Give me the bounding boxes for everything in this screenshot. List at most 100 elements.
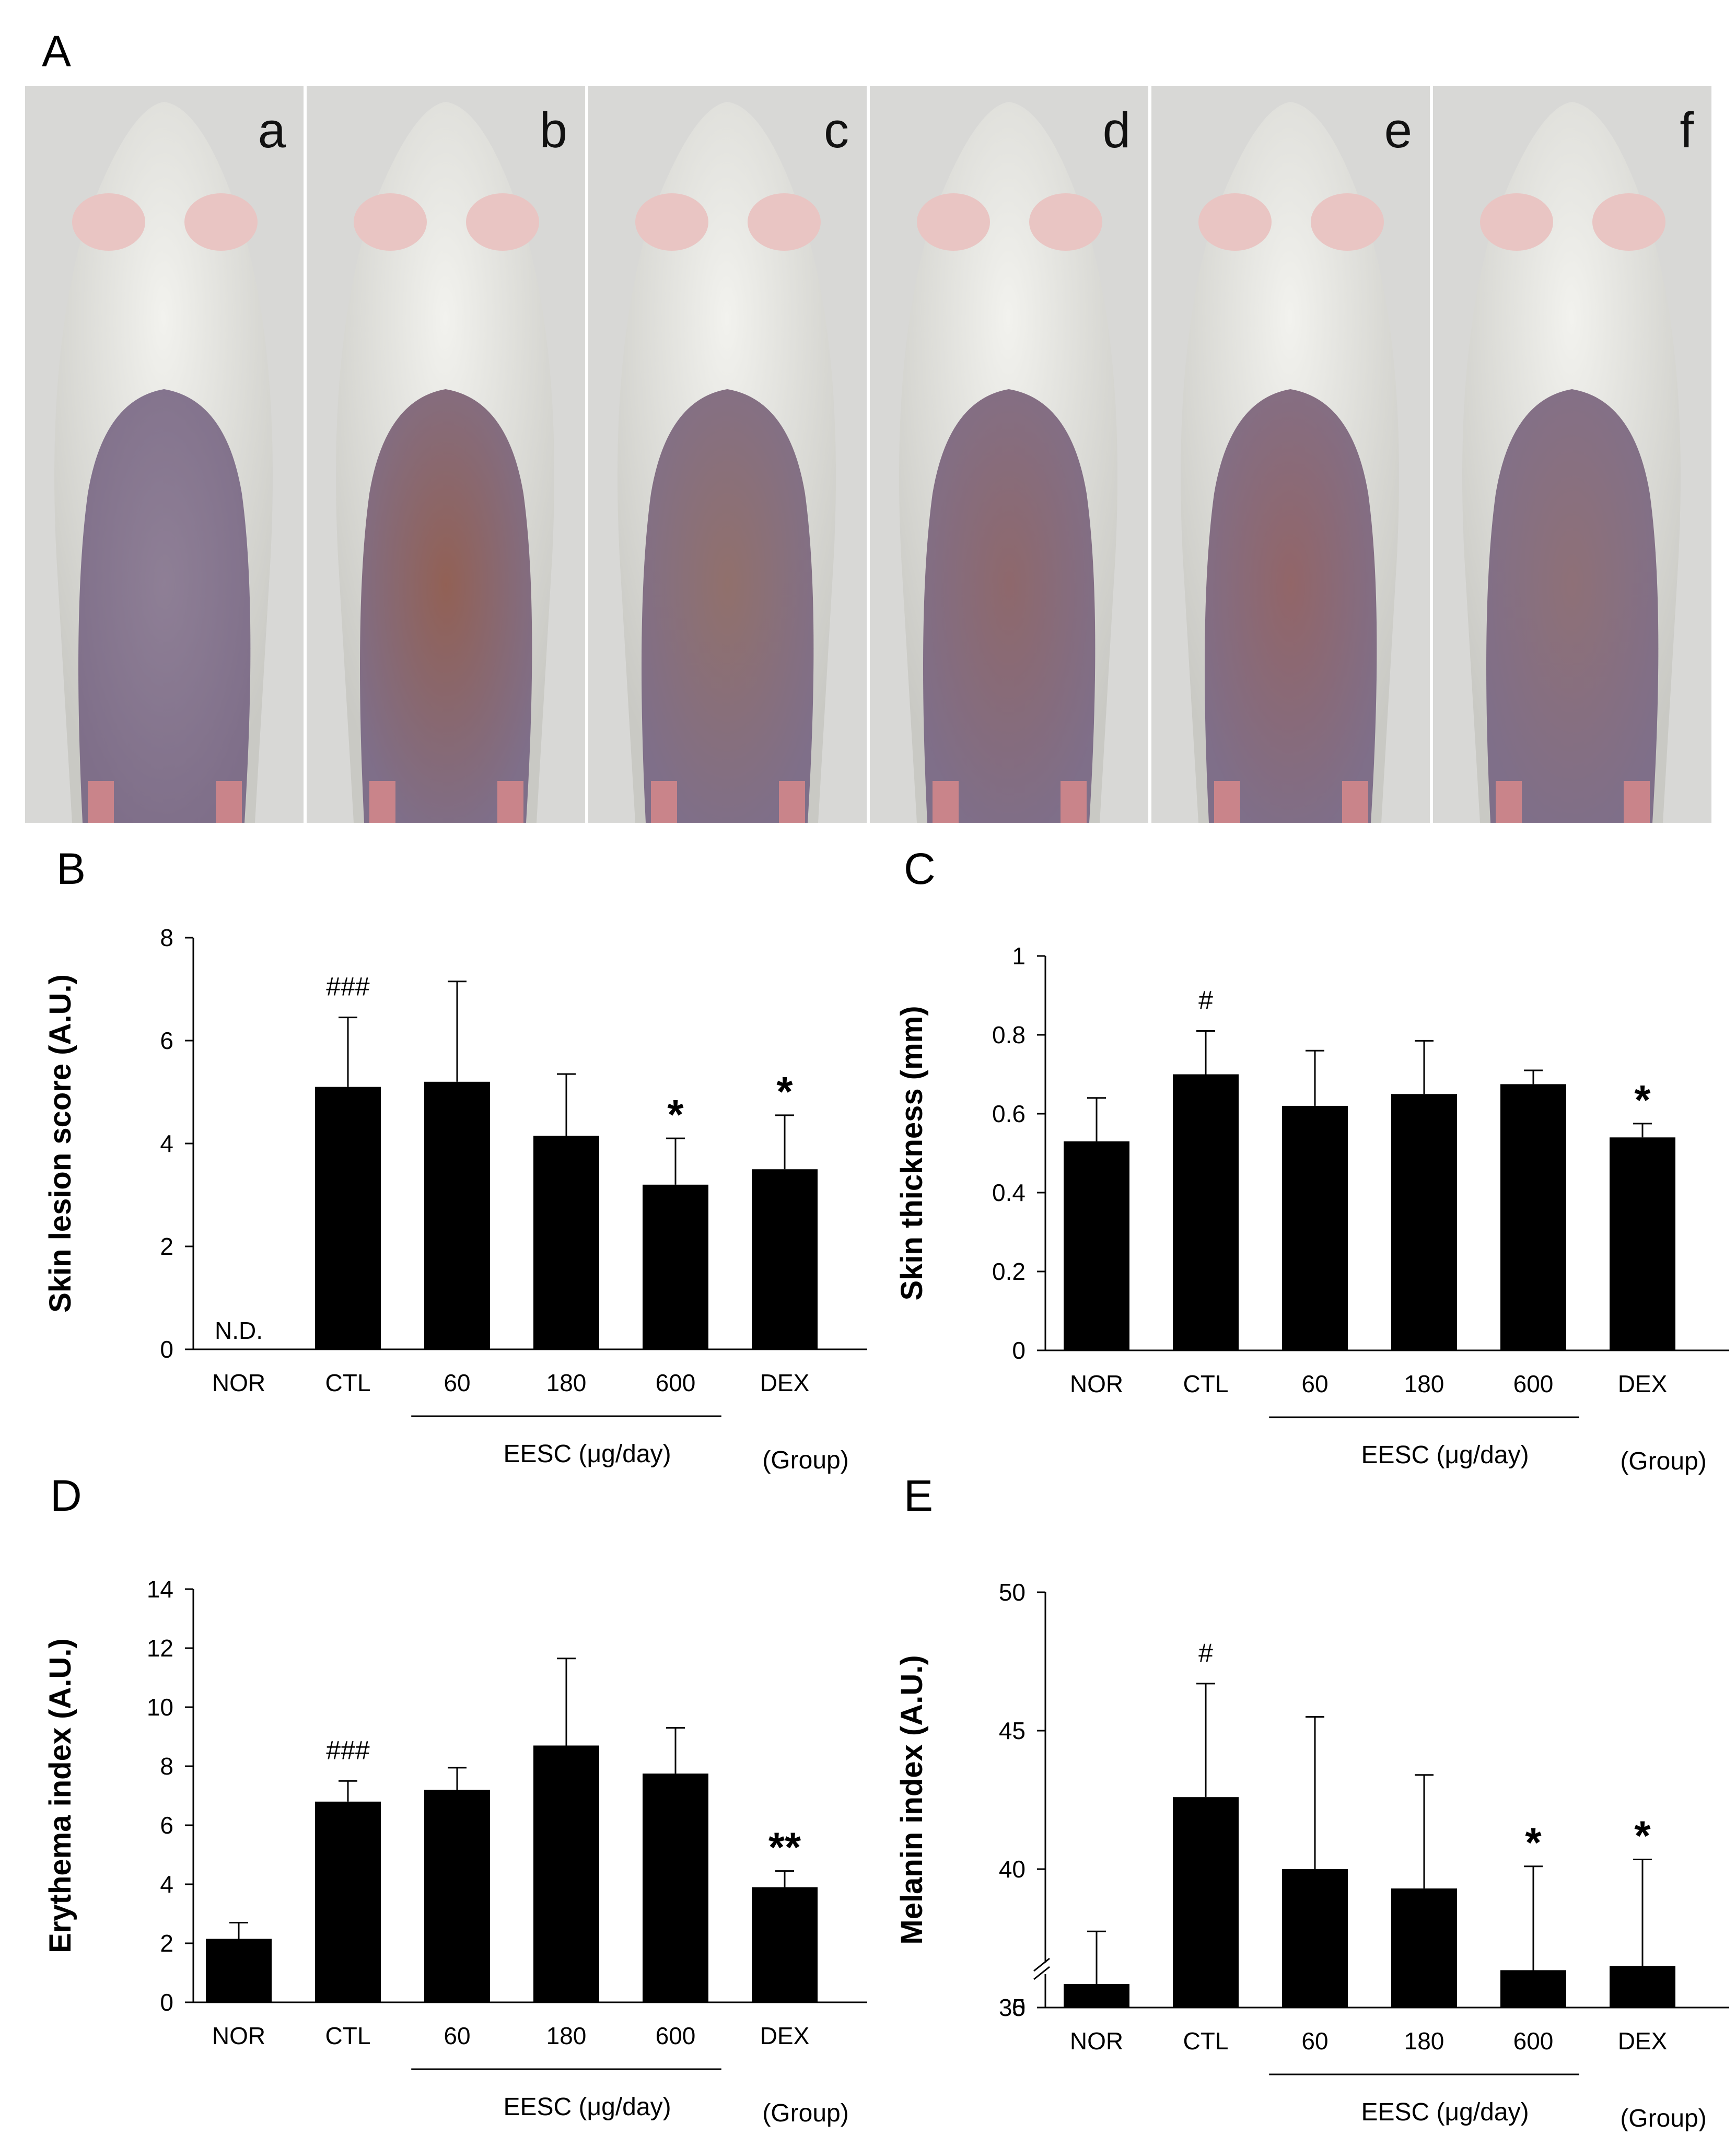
bar-60: [424, 1790, 490, 2002]
panel-label-d: D: [50, 1471, 82, 1520]
group-label: EESC (μg/day): [503, 2093, 671, 2121]
y-tick-label: 2: [160, 1233, 173, 1260]
panel-label-a: A: [42, 27, 72, 76]
photo-label-e: e: [1384, 102, 1412, 158]
panel-label-c: C: [904, 844, 936, 893]
group-label: EESC (μg/day): [503, 1440, 671, 1468]
x-tick-label: 180: [1404, 2027, 1444, 2055]
x-tick-label: 180: [546, 1369, 587, 1396]
x-tick-label: NOR: [1070, 2027, 1123, 2055]
bar-CTL: [1173, 1074, 1239, 1350]
chart-skin-lesion-score: Skin lesion score (A.U.) 0 2 4 6 8 N.D. NOR ### C…: [43, 924, 867, 1474]
y-axis-label: Melanin index (A.U.): [895, 1655, 929, 1944]
annotation: *: [1634, 1077, 1651, 1123]
y-axis-label: Skin lesion score (A.U.): [43, 974, 77, 1313]
bar-180: [533, 1136, 599, 1349]
panel-label-e: E: [904, 1471, 934, 1520]
y-tick-label: 6: [160, 1812, 173, 1839]
y-tick-label: 2: [160, 1930, 173, 1957]
x-tick-label: NOR: [212, 1369, 265, 1396]
y-tick-label: 10: [147, 1694, 173, 1721]
photo-label-f: f: [1680, 102, 1694, 158]
annotation: *: [1525, 1819, 1542, 1866]
x-tick-label: 600: [656, 2022, 696, 2049]
y-tick-label: 0: [160, 1989, 173, 2016]
y-tick-label: 8: [160, 1753, 173, 1780]
x-tick-label: DEX: [760, 1369, 810, 1396]
photo-label-c: c: [824, 102, 849, 158]
x-tick-label: 600: [656, 1369, 696, 1396]
axis-break-mark: [1033, 1966, 1050, 1980]
x-tick-label: 180: [546, 2022, 587, 2049]
group-axis-label: (Group): [1620, 1448, 1706, 1475]
bar-NOR: [206, 1939, 272, 2002]
group-label: EESC (μg/day): [1361, 2098, 1529, 2126]
mouse-photo-d: d: [870, 86, 1148, 823]
x-tick-label: CTL: [325, 2022, 371, 2049]
x-tick-label: DEX: [1618, 2027, 1668, 2055]
y-tick-label: 14: [147, 1576, 173, 1603]
bar-60: [1282, 1105, 1348, 1350]
y-tick-label: 6: [160, 1027, 173, 1054]
y-tick-label: 0: [160, 1336, 173, 1363]
panel-label-b: B: [56, 844, 86, 893]
bar-CTL: [1173, 1797, 1239, 2008]
x-tick-label: CTL: [1183, 1370, 1229, 1397]
y-tick-label: 40: [999, 1856, 1026, 1883]
x-tick-label: DEX: [1618, 1370, 1668, 1397]
bar-600: [1500, 1970, 1566, 2008]
bar-NOR: [1064, 1984, 1129, 2008]
x-tick-label: NOR: [1070, 1370, 1123, 1397]
bar-DEX: [1610, 1966, 1675, 2008]
chart-d: Erythema index (A.U.) 0 2 4 6 8 10 12 14 NOR ### CT…: [43, 1576, 867, 2127]
y-tick-label: 0.4: [992, 1179, 1026, 1206]
mouse-photo-e: e: [1151, 86, 1430, 823]
annotation: #: [1198, 985, 1213, 1014]
photo-label-b: b: [539, 102, 567, 158]
x-tick-label: 60: [444, 2022, 470, 2049]
group-axis-label: (Group): [1620, 2105, 1706, 2131]
x-tick-label: CTL: [1183, 2027, 1229, 2055]
annotation: #: [1198, 1638, 1213, 1667]
bar-CTL: [315, 1801, 381, 2002]
group-axis-label: (Group): [762, 2099, 848, 2127]
chart-melanin-index: Melanin index (A.U.) 035 40 45 50 NOR # CTL 60 18…: [895, 1579, 1729, 2131]
chart-erythema-index: Erythema index (A.U.) 0 2 4 6 8 10 12 14 NOR ### CT…: [43, 1576, 867, 2127]
mouse-photo-a: a: [25, 86, 304, 823]
y-tick-label: 12: [147, 1635, 173, 1662]
bar-180: [533, 1745, 599, 2002]
y-tick-label: 4: [160, 1130, 173, 1157]
y-tick-label: 45: [999, 1717, 1026, 1744]
x-tick-label: 60: [444, 1369, 470, 1396]
y-tick-label: 50: [999, 1579, 1026, 1606]
y-tick-label: 0.6: [992, 1100, 1026, 1127]
bar-180: [1391, 1888, 1457, 2008]
y-tick-label: 1: [1012, 942, 1026, 970]
bar-600: [643, 1774, 708, 2002]
bar-60: [424, 1081, 490, 1349]
x-tick-label: 60: [1301, 2027, 1328, 2055]
bar-DEX: [752, 1169, 818, 1349]
y-tick-label: 8: [160, 924, 173, 951]
mouse-photo-c: c: [588, 86, 867, 823]
photo-label-d: d: [1102, 102, 1131, 158]
chart-e: Melanin index (A.U.) 035 40 45 50 NOR # CTL 60 18…: [895, 1579, 1729, 2131]
annotation: ###: [326, 972, 370, 1001]
bar-NOR: [1064, 1141, 1129, 1350]
annotation: *: [667, 1091, 684, 1138]
y-tick-label: 4: [160, 1871, 173, 1898]
annotation: *: [1634, 1812, 1651, 1859]
axis-break-mark: [1033, 1957, 1050, 1972]
bar-CTL: [315, 1087, 381, 1349]
x-tick-label: 180: [1404, 1370, 1444, 1397]
y-tick-label: 0.8: [992, 1021, 1026, 1048]
bar-600: [643, 1184, 708, 1349]
annotation: *: [776, 1068, 793, 1115]
x-tick-label: CTL: [325, 1369, 371, 1396]
bar-DEX: [1610, 1137, 1675, 1350]
mouse-photo-f: f: [1433, 86, 1711, 823]
chart-skin-thickness: Skin thickness (mm) 0 0.2 0.4 0.6 0.8 1 NOR # CTL…: [895, 942, 1729, 1475]
bar-60: [1282, 1869, 1348, 2008]
y-tick-label: 0: [1012, 1337, 1026, 1364]
y-tick-label: 0: [1012, 1994, 1026, 2021]
